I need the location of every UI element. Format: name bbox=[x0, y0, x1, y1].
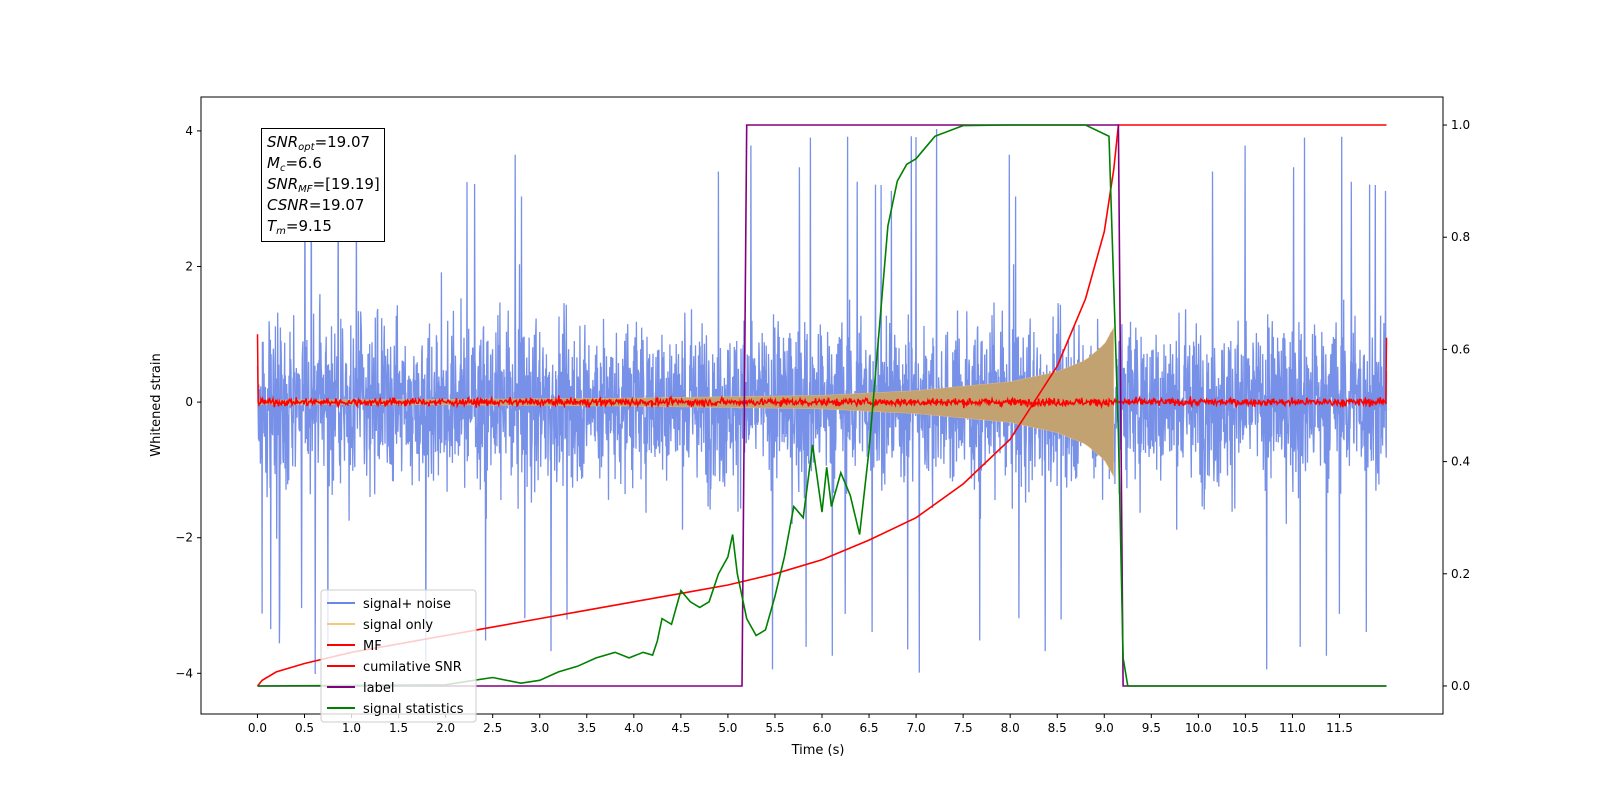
y2-tick-label: 0.2 bbox=[1451, 567, 1470, 581]
y-tick-label: 2 bbox=[185, 260, 193, 274]
annotation-value: =19.07 bbox=[314, 133, 371, 151]
legend-entry: cumilative SNR bbox=[363, 660, 462, 675]
x-tick-label: 2.0 bbox=[436, 721, 455, 735]
x-tick-label: 2.5 bbox=[483, 721, 502, 735]
annotation-row: CSNR=19.07 bbox=[267, 195, 380, 216]
x-tick-label: 7.5 bbox=[954, 721, 973, 735]
mf-line bbox=[256, 334, 1388, 410]
y2-tick-label: 0.0 bbox=[1451, 679, 1470, 693]
legend: signal+ noise signal only MF cumilative SNR… bbox=[320, 589, 477, 723]
x-tick-label: 10.5 bbox=[1232, 721, 1259, 735]
x-axis-label: Time (s) bbox=[791, 743, 845, 758]
x-tick-label: 7.0 bbox=[907, 721, 926, 735]
signal-statistics-line bbox=[257, 124, 1387, 687]
annotation-symbol: M bbox=[267, 154, 280, 172]
x-tick-label: 9.5 bbox=[1142, 721, 1161, 735]
x-tick-label: 8.0 bbox=[1001, 721, 1020, 735]
x-tick-label: 3.5 bbox=[577, 721, 596, 735]
x-tick-label: 0.5 bbox=[295, 721, 314, 735]
mf-series bbox=[256, 334, 1388, 410]
x-tick-label: 0.0 bbox=[248, 721, 267, 735]
annotation-symbol: CSNR bbox=[267, 196, 309, 214]
annotation-row: Tm=9.15 bbox=[267, 216, 380, 237]
x-tick-label: 1.0 bbox=[342, 721, 361, 735]
x-tick-label: 10.0 bbox=[1185, 721, 1212, 735]
x-tick-label: 9.0 bbox=[1095, 721, 1114, 735]
y-tick-label: 4 bbox=[185, 124, 193, 138]
annotation-subscript: c bbox=[279, 163, 286, 174]
x-tick-label: 5.5 bbox=[765, 721, 784, 735]
x-tick-label: 8.5 bbox=[1048, 721, 1067, 735]
legend-box bbox=[320, 589, 477, 723]
annotation-subscript: opt bbox=[298, 142, 315, 153]
x-tick-label: 6.0 bbox=[812, 721, 831, 735]
annotation-row: SNRopt=19.07 bbox=[267, 132, 380, 153]
y2-tick-label: 0.8 bbox=[1451, 230, 1470, 244]
annotation-value: =9.15 bbox=[285, 217, 332, 235]
legend-entry: signal only bbox=[363, 618, 433, 633]
plot-area bbox=[256, 124, 1388, 687]
annotation-row: Mc=6.6 bbox=[267, 153, 380, 174]
legend-entry: signal statistics bbox=[363, 702, 464, 717]
x-tick-label: 3.0 bbox=[530, 721, 549, 735]
annotation-symbol: SNR bbox=[267, 133, 299, 151]
x-tick-label: 11.0 bbox=[1279, 721, 1306, 735]
annotation-value: =[19.19] bbox=[312, 175, 380, 193]
y-axis-left: 4 2 0 −2 −4 bbox=[175, 124, 201, 680]
annotation-symbol: SNR bbox=[267, 175, 299, 193]
x-tick-label: 4.0 bbox=[624, 721, 643, 735]
x-tick-label: 11.5 bbox=[1326, 721, 1353, 735]
y-axis-label: Whitened strain bbox=[149, 353, 164, 456]
legend-entry: label bbox=[363, 681, 394, 696]
annotation-subscript: m bbox=[276, 226, 286, 237]
y-tick-label: 0 bbox=[185, 395, 193, 409]
x-tick-label: 6.5 bbox=[859, 721, 878, 735]
annotation-symbol: T bbox=[267, 217, 277, 235]
annotation-row: SNRMF=[19.19] bbox=[267, 174, 380, 195]
signal-statistics-series bbox=[257, 124, 1387, 687]
snr-annotation-box: SNRopt=19.07 Mc=6.6 SNRMF=[19.19] CSNR=19.0… bbox=[261, 128, 385, 242]
x-axis: 0.0 0.5 1.0 1.5 2.0 2.5 3.0 3.5 4.0 4.5 5.0 5.5 6.0 6… bbox=[248, 714, 1353, 735]
y-axis-right: 1.0 0.8 0.6 0.4 0.2 0.0 bbox=[1443, 118, 1470, 693]
y-tick-label: −4 bbox=[175, 666, 193, 680]
y-tick-label: −2 bbox=[175, 531, 193, 545]
annotation-value: =6.6 bbox=[285, 154, 322, 172]
annotation-subscript: MF bbox=[298, 184, 313, 195]
y2-tick-label: 1.0 bbox=[1451, 118, 1470, 132]
legend-entry: MF bbox=[363, 639, 382, 654]
x-tick-label: 1.5 bbox=[389, 721, 408, 735]
x-tick-label: 4.5 bbox=[671, 721, 690, 735]
y2-tick-label: 0.4 bbox=[1451, 455, 1470, 469]
legend-entry: signal+ noise bbox=[363, 597, 451, 612]
annotation-value: =19.07 bbox=[308, 196, 365, 214]
x-tick-label: 5.0 bbox=[718, 721, 737, 735]
y2-tick-label: 0.6 bbox=[1451, 342, 1470, 356]
